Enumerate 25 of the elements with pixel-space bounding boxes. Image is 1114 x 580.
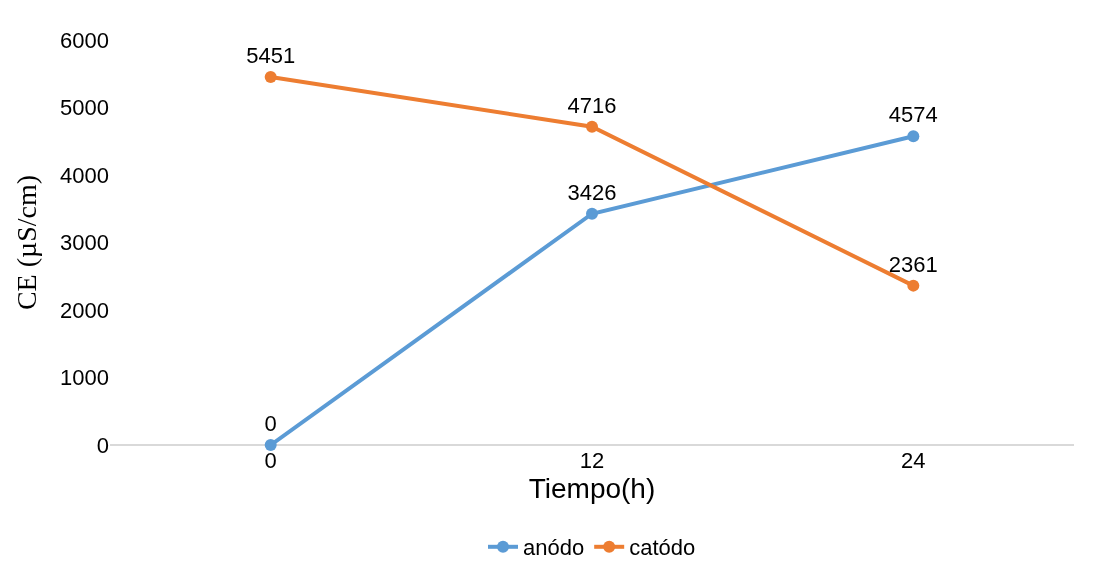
point (264, 439, 277, 451)
legend-label: anódo (523, 535, 585, 561)
data-label: 2361 (888, 251, 938, 277)
x-tick-label: 24 (901, 448, 926, 473)
point (264, 71, 277, 84)
point (586, 120, 598, 133)
point (907, 279, 920, 292)
data-label: 4574 (888, 102, 938, 128)
data-label: 0 (264, 411, 277, 436)
data-label: 3426 (567, 179, 617, 205)
y-tick-label: 5000 (60, 95, 109, 121)
x-axis-title: Tiempo(h) (528, 473, 656, 504)
point (907, 130, 920, 143)
legend-label: catódo (629, 535, 696, 561)
y-tick-label: 2000 (60, 297, 109, 323)
data-label: 5451 (246, 43, 296, 69)
y-tick-label: 6000 (60, 27, 109, 53)
y-tick-label: 1000 (60, 365, 109, 391)
y-tick-label: 3000 (60, 230, 109, 256)
y-tick-label: 4000 (60, 162, 109, 188)
y-axis-title: CE (µS/cm) (10, 174, 42, 311)
data-label: 4716 (567, 92, 617, 118)
x-tick-label: 12 (579, 448, 605, 473)
x-tick-label: 0 (264, 448, 277, 473)
point (586, 207, 598, 220)
